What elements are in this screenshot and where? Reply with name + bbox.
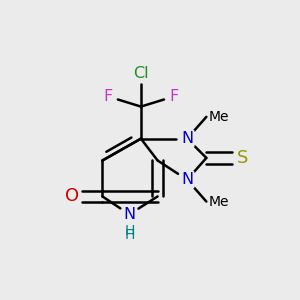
- Text: F: F: [103, 89, 112, 104]
- Text: N: N: [181, 172, 193, 187]
- Text: Me: Me: [208, 110, 229, 124]
- Text: N: N: [181, 131, 193, 146]
- Text: H: H: [124, 228, 135, 242]
- Text: Me: Me: [208, 194, 229, 208]
- Text: H: H: [124, 224, 135, 238]
- Text: S: S: [237, 149, 248, 167]
- Text: N: N: [123, 207, 135, 222]
- Text: N: N: [123, 207, 135, 222]
- Text: O: O: [64, 188, 79, 206]
- Text: Cl: Cl: [133, 66, 149, 81]
- Text: F: F: [170, 89, 179, 104]
